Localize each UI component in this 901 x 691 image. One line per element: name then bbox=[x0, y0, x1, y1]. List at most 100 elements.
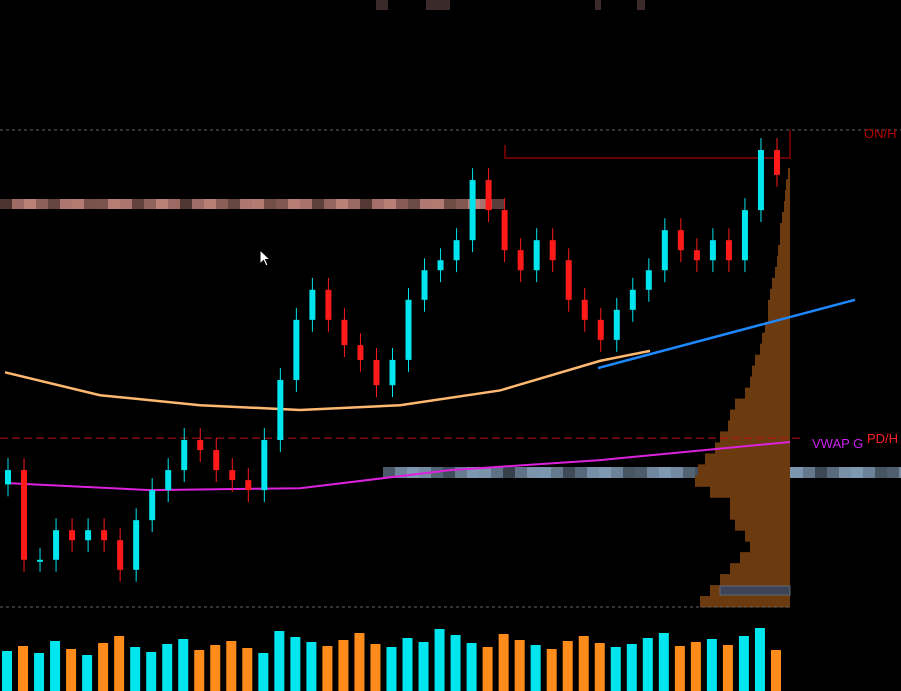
volume-profile-bar bbox=[762, 332, 790, 345]
heatmap-cell bbox=[635, 467, 647, 478]
volume-bar bbox=[82, 655, 93, 691]
vwap-label: VWAP G bbox=[812, 436, 864, 451]
volume-profile-bar bbox=[760, 343, 790, 356]
heatmap-cell bbox=[455, 467, 467, 478]
candle-body bbox=[645, 270, 652, 290]
heatmap-cell bbox=[611, 467, 623, 478]
candle-body bbox=[69, 530, 76, 541]
volume-profile-bar bbox=[770, 288, 790, 301]
candle-body bbox=[517, 250, 524, 271]
heatmap-cell bbox=[168, 199, 180, 209]
candle-body bbox=[117, 540, 124, 570]
volume-profile-bar bbox=[730, 508, 790, 520]
volume-profile-bar bbox=[785, 190, 790, 202]
volume-bar bbox=[466, 643, 477, 691]
volume-profile-bar bbox=[750, 376, 790, 389]
volume-profile-bar bbox=[715, 442, 790, 454]
candle-body bbox=[725, 240, 732, 261]
candle-body bbox=[213, 450, 220, 471]
volume-bar bbox=[34, 653, 45, 691]
volume-bar bbox=[642, 638, 653, 691]
volume-profile-bar bbox=[778, 244, 790, 257]
volume-bar bbox=[546, 649, 557, 691]
volume-bar bbox=[498, 634, 509, 691]
pd-high-label: PD/H bbox=[867, 431, 899, 446]
volume-bar bbox=[322, 646, 333, 691]
candle-body bbox=[325, 289, 332, 320]
heatmap-cell bbox=[300, 199, 312, 209]
heatmap-cell bbox=[36, 199, 48, 209]
candle-body bbox=[37, 559, 44, 562]
volume-bar bbox=[530, 645, 541, 691]
candle-body bbox=[741, 210, 748, 261]
heatmap-cell bbox=[372, 199, 384, 209]
heatmap-cell bbox=[683, 467, 695, 478]
heatmap-cell bbox=[216, 199, 228, 209]
candle-body bbox=[53, 530, 60, 560]
heatmap-cell bbox=[144, 199, 156, 209]
volume-profile-bar bbox=[780, 233, 790, 246]
volume-profile-bar bbox=[740, 552, 790, 564]
heatmap-cell bbox=[60, 199, 72, 209]
volume-profile-bar bbox=[788, 168, 790, 180]
heatmap-cell bbox=[551, 467, 563, 478]
volume-profile-bar bbox=[695, 475, 790, 487]
candle-body bbox=[245, 480, 252, 491]
heatmap-cell bbox=[432, 199, 444, 209]
candle-body bbox=[373, 359, 380, 386]
heatmap-cell bbox=[887, 467, 899, 478]
heatmap-cell bbox=[264, 199, 276, 209]
heatmap-cell bbox=[456, 199, 468, 209]
heatmap-cell bbox=[815, 467, 827, 478]
volume-profile-bar bbox=[745, 387, 790, 400]
volume-profile-bar bbox=[768, 299, 790, 312]
candle-body bbox=[629, 289, 636, 310]
heatmap-cell bbox=[503, 467, 515, 478]
heatmap-cell bbox=[515, 467, 527, 478]
heatmap-cell bbox=[324, 199, 336, 209]
volume-bar bbox=[226, 641, 237, 691]
heatmap-cell bbox=[899, 467, 901, 478]
heatmap-cell bbox=[204, 199, 216, 209]
volume-profile-bar bbox=[720, 574, 790, 586]
candle-body bbox=[149, 490, 156, 521]
volume-profile-bar bbox=[777, 255, 790, 268]
volume-profile-bar bbox=[784, 201, 790, 213]
volume-bar bbox=[274, 631, 285, 691]
candle-body bbox=[405, 299, 412, 360]
candle-body bbox=[757, 150, 764, 211]
candle-body bbox=[709, 240, 716, 261]
heatmap-cell bbox=[527, 467, 539, 478]
candle-body bbox=[469, 180, 476, 241]
volume-profile-bar bbox=[720, 431, 790, 443]
volume-profile-bar bbox=[755, 354, 790, 367]
heatmap-cell bbox=[420, 199, 432, 209]
heatmap-cell bbox=[383, 467, 395, 478]
volume-profile-bar bbox=[700, 596, 790, 608]
candle-body bbox=[549, 240, 556, 261]
volume-bar bbox=[290, 637, 301, 691]
volume-bar bbox=[386, 647, 397, 691]
volume-bar bbox=[514, 640, 525, 691]
volume-bar bbox=[258, 653, 269, 691]
volume-profile-bar bbox=[710, 486, 790, 498]
volume-profile-bar bbox=[745, 530, 790, 542]
header-fragment bbox=[595, 0, 601, 10]
vwap-line bbox=[4, 440, 791, 492]
volume-bar bbox=[98, 643, 109, 691]
mouse-cursor-icon bbox=[259, 249, 272, 267]
volume-bar bbox=[354, 633, 365, 691]
header-fragment bbox=[426, 0, 450, 10]
volume-bar bbox=[194, 650, 205, 691]
heatmap-cell bbox=[12, 199, 24, 209]
heatmap-cell bbox=[491, 467, 503, 478]
heatmap-cell bbox=[108, 199, 120, 209]
volume-bar bbox=[178, 639, 189, 691]
volume-bar bbox=[18, 646, 29, 691]
heatmap-cell bbox=[443, 467, 455, 478]
volume-bar bbox=[562, 641, 573, 691]
heatmap-cell bbox=[84, 199, 96, 209]
volume-profile-bar bbox=[728, 420, 790, 432]
header-fragment bbox=[637, 0, 645, 10]
